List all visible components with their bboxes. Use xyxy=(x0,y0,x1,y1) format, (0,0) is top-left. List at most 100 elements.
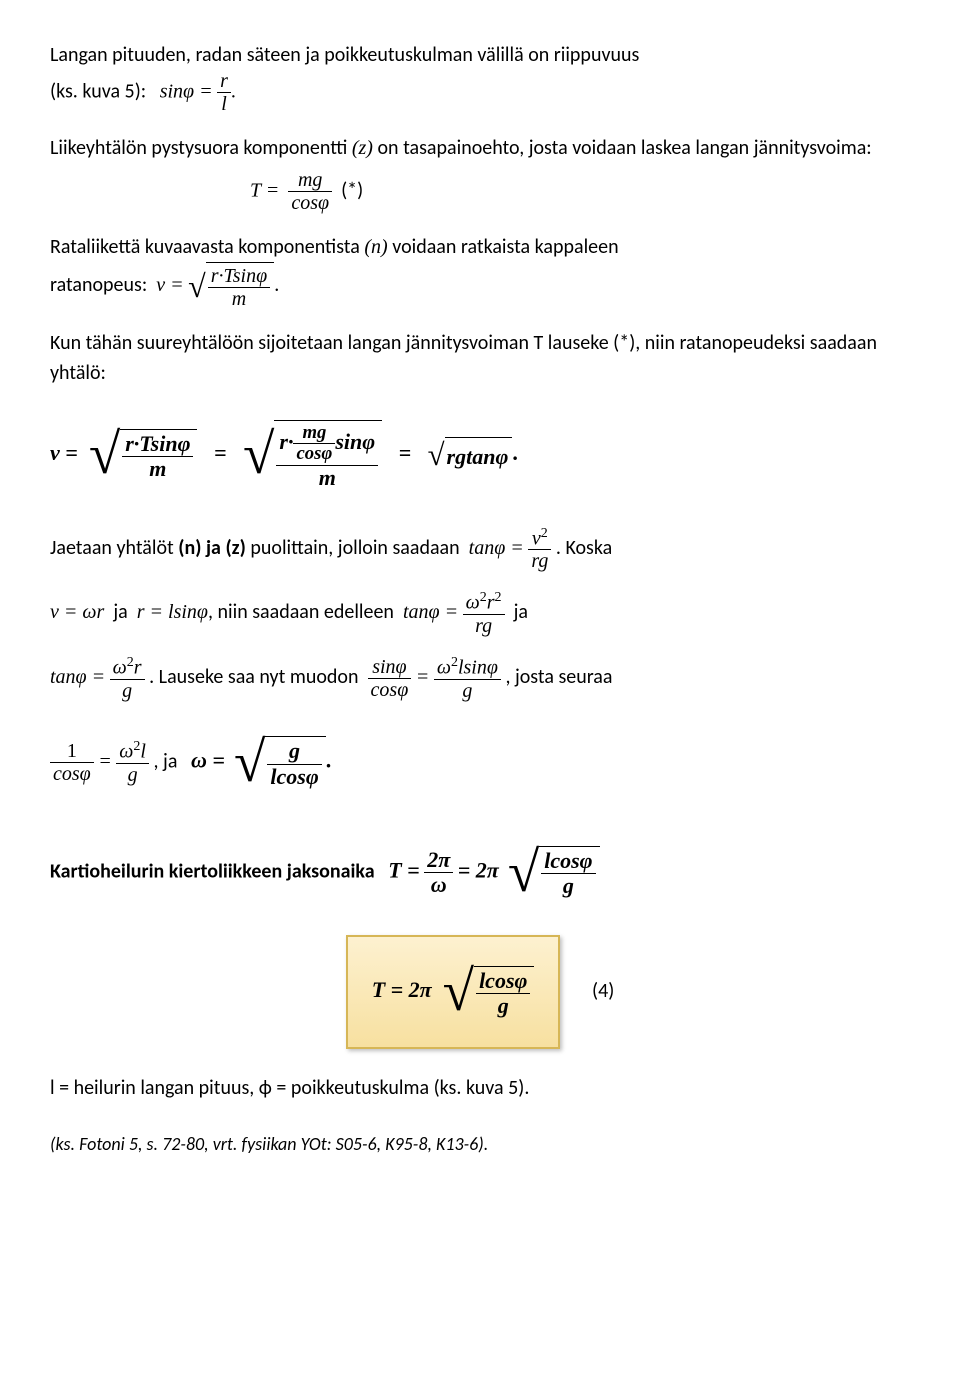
eq-omega: ω = xyxy=(191,747,225,772)
sqrt-body: r·Tsinφ m xyxy=(206,262,274,310)
sqrt-sym: √ xyxy=(428,432,445,478)
r-lsinphi: r = lsinφ xyxy=(137,602,208,624)
sqrt1: √ r·Tsinφ m xyxy=(89,412,198,498)
frac-2pi-omega: 2π ω xyxy=(424,848,453,897)
w: ω xyxy=(437,657,451,679)
frac-rTsinphi-m: r·Tsinφ m xyxy=(208,265,270,310)
eq-tanphi-1: tanφ = xyxy=(469,537,524,559)
sqrt-body: r· mg cosφ sinφ m xyxy=(274,420,382,490)
para-6c: 1 cosφ = ω2l g , ja ω = √ g lcosφ . xyxy=(50,720,910,806)
p1b: (ks. kuva 5): xyxy=(50,79,146,103)
frac-rTsinphi-m-b: r·Tsinφ m xyxy=(122,432,193,481)
frac-den: cosφ xyxy=(293,444,335,465)
p7: Kartioheilurin kiertoliikkeen jaksonaika xyxy=(50,859,375,883)
p3a: Rataliikettä kuvaavasta komponentista xyxy=(50,235,360,259)
frac-den: rg xyxy=(528,550,551,572)
sqrt-sym: √ xyxy=(234,720,265,806)
eq4: = xyxy=(98,750,112,772)
sqrt-sym: √ xyxy=(508,830,539,916)
p3n: (n) xyxy=(364,236,387,258)
frac-num: r·Tsinφ xyxy=(122,432,193,457)
sqrt-body: lcosφ g xyxy=(474,966,534,1018)
eq-big-v: v = √ r·Tsinφ m = √ r· mg cosφ sinφ m = xyxy=(50,412,910,498)
eq-v-lhs: v = xyxy=(156,274,183,296)
p9: (ks. Fotoni 5, s. 72-80, vrt. fysiikan Y… xyxy=(50,1133,488,1155)
p5nz: (n) ja (z) xyxy=(178,536,246,560)
frac-v2-rg: v2 rg xyxy=(528,526,551,573)
box-T: T = 2π xyxy=(372,977,432,1002)
frac-num: mg xyxy=(293,423,335,445)
frac-1-cosphi: 1 cosφ xyxy=(50,740,94,785)
frac-den: m xyxy=(208,288,270,310)
sqrt2: √ r· mg cosφ sinφ m xyxy=(243,412,382,498)
p3b: voidaan ratkaista kappaleen xyxy=(392,235,618,259)
frac-num: ω2l xyxy=(116,739,149,764)
dot4: . xyxy=(326,747,332,772)
ja1: ja xyxy=(113,601,127,625)
p6a-txt: , niin saadaan edelleen xyxy=(208,601,394,625)
para-6a: v = ωr ja r = lsinφ, niin saadaan edelle… xyxy=(50,590,910,637)
frac-r-over-l: r l xyxy=(217,70,231,115)
frac-num: g xyxy=(267,739,321,764)
frac-den: cosφ xyxy=(50,763,94,785)
frac-num: r·Tsinφ xyxy=(208,265,270,288)
para-7: Kartioheilurin kiertoliikkeen jaksonaika… xyxy=(50,830,910,916)
eq3: = xyxy=(416,666,430,688)
frac-g-lcosphi: g lcosφ xyxy=(267,739,321,788)
para-3: Rataliikettä kuvaavasta komponentista (n… xyxy=(50,232,910,310)
p1a: Langan pituuden, radan säteen ja poikkeu… xyxy=(50,43,639,67)
frac-num: sinφ xyxy=(368,656,412,679)
frac-sinphi-cosphi: sinφ cosφ xyxy=(368,656,412,701)
w: ω xyxy=(119,741,133,763)
frac-lcosphi-g: lcosφ g xyxy=(541,849,595,898)
para-8: l = heilurin langan pituus, ϕ = poikkeut… xyxy=(50,1073,910,1103)
w: ω xyxy=(113,657,127,679)
sqrt-body: g lcosφ xyxy=(265,736,325,788)
frac-den: m xyxy=(276,466,378,490)
frac-den: g xyxy=(476,994,530,1018)
frac-den: l xyxy=(217,93,231,115)
frac-den: g xyxy=(116,764,149,786)
eq2: = xyxy=(399,440,412,465)
lsinphi: lsinφ xyxy=(458,657,498,679)
r: r xyxy=(134,657,142,679)
l: l xyxy=(140,741,146,763)
frac-w2r2-rg: ω2r2 rg xyxy=(463,590,505,637)
p4: Kun tähän suureyhtälöön sijoitetaan lang… xyxy=(50,331,877,385)
sqrt-body: lcosφ g xyxy=(539,846,599,898)
frac-num: lcosφ xyxy=(541,849,595,874)
frac-num: v2 xyxy=(528,526,551,551)
sqrt-rTsinphi-m: √ r·Tsinφ m xyxy=(188,262,274,310)
para-4: Kun tähän suureyhtälöön sijoitetaan lang… xyxy=(50,328,910,388)
sqrt-sym: √ xyxy=(188,262,206,310)
eq-T: T = mg cosφ (*) xyxy=(50,169,910,214)
para-2: Liikeyhtälön pystysuora komponentti (z) … xyxy=(50,133,910,214)
sqrt-sym: √ xyxy=(89,412,120,498)
p5b: puolittain, jolloin saadaan xyxy=(250,536,459,560)
frac-box: lcosφ g xyxy=(476,969,530,1018)
p5c: . Koska xyxy=(556,536,612,560)
frac-num: lcosφ xyxy=(476,969,530,994)
para-6b: tanφ = ω2r g . Lauseke saa nyt muodon si… xyxy=(50,655,910,702)
frac-den: rg xyxy=(463,615,505,637)
eq-sinphi-lhs: sinφ = xyxy=(160,80,213,102)
eq-tanphi-3: tanφ = xyxy=(50,666,105,688)
sqrt-g-lcosphi: √ g lcosφ xyxy=(234,720,326,806)
p2a: Liikeyhtälön pystysuora komponentti xyxy=(50,136,347,160)
frac-nested: r· mg cosφ sinφ m xyxy=(276,423,378,490)
sq: 2 xyxy=(480,590,487,605)
p8: l = heilurin langan pituus, ϕ = poikkeut… xyxy=(50,1076,529,1100)
sqrt-box: √ lcosφ g xyxy=(443,949,535,1035)
sqrt3: √rgtanφ xyxy=(428,432,513,478)
frac-mg-cosphi-inner: mg cosφ xyxy=(293,423,335,465)
formula-box-wrap: T = 2π √ lcosφ g (4) xyxy=(50,935,910,1049)
frac-num: 2π xyxy=(424,848,453,873)
p6c: , josta seuraa xyxy=(505,665,612,689)
sqrt-body: r·Tsinφ m xyxy=(120,429,197,481)
sq2: 2 xyxy=(495,590,502,605)
frac-num: 1 xyxy=(50,740,94,763)
frac-den: g xyxy=(541,874,595,898)
eq-T-lhs: T = xyxy=(250,179,279,201)
eq-2pi: = 2π xyxy=(458,857,499,882)
frac-den: m xyxy=(122,457,193,481)
